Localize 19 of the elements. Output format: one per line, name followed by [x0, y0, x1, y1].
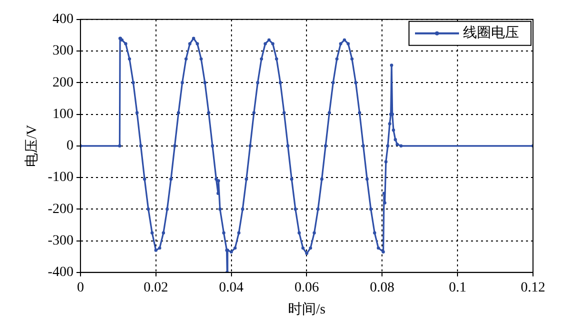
x-tick-label: 0.04 [219, 280, 244, 296]
y-tick-label: 300 [52, 44, 74, 59]
y-tick-label: 0 [66, 138, 74, 154]
x-tick-label: 0.1 [448, 280, 466, 296]
y-tick-label: 100 [52, 106, 74, 122]
x-tick-label: 0.12 [520, 280, 546, 296]
x-tick-label: 0.02 [144, 280, 168, 296]
y-tick-label: -400 [48, 265, 74, 280]
x-tick-label: 0.08 [370, 280, 394, 296]
x-axis-title: 时间/s [288, 301, 326, 318]
y-axis-title: 电压/V [24, 124, 40, 167]
y-tick-label: 200 [52, 75, 74, 90]
y-tick-label: -300 [48, 233, 74, 248]
x-tick-label: 0.06 [294, 280, 319, 296]
x-tick-label: 0 [76, 280, 84, 296]
y-tick-label: 400 [52, 12, 74, 28]
y-tick-label: -100 [48, 170, 74, 186]
legend-label: 线圈电压 [463, 25, 519, 42]
y-tick-label: -200 [48, 202, 74, 217]
